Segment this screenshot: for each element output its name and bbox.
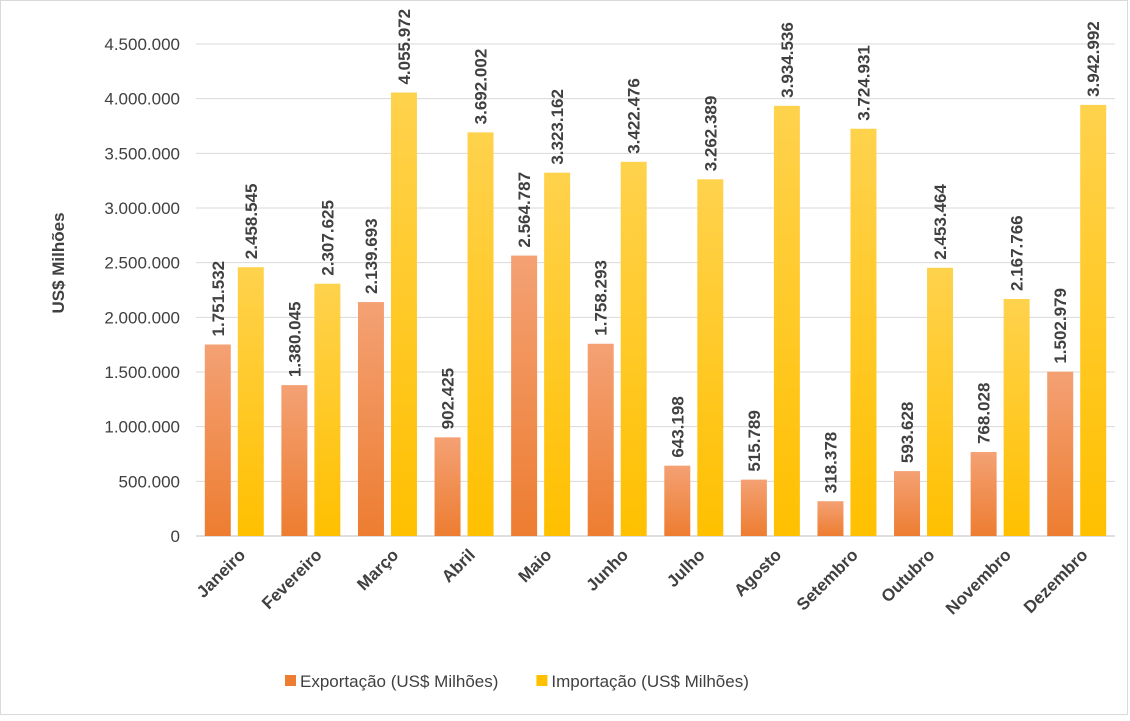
data-label: 515.789	[745, 410, 764, 471]
x-tick-label: Julho	[663, 545, 708, 590]
data-label: 3.692.002	[472, 49, 491, 125]
bar-exportacao	[357, 302, 384, 536]
x-tick-label: Janeiro	[193, 545, 249, 601]
data-label: 3.724.931	[854, 45, 873, 121]
data-label: 1.502.979	[1051, 288, 1070, 364]
bar-exportacao	[970, 452, 997, 536]
x-tick-label: Maio	[515, 545, 556, 586]
x-tick-label: Novembro	[942, 545, 1015, 618]
data-label: 1.758.293	[592, 260, 611, 336]
legend-label: Importação (US$ Milhões)	[551, 672, 748, 691]
bar-exportacao	[1047, 371, 1074, 536]
data-label: 4.055.972	[395, 9, 414, 85]
y-tick-label: 3.500.000	[104, 144, 180, 163]
bar-importacao	[697, 179, 724, 536]
data-label: 3.422.476	[625, 78, 644, 154]
data-label: 2.453.464	[931, 184, 950, 260]
bar-importacao	[1003, 298, 1030, 536]
x-tick-label: Outubro	[878, 545, 939, 606]
data-label: 3.934.536	[778, 22, 797, 98]
x-tick-label: Agosto	[730, 545, 785, 600]
y-tick-label: 3.000.000	[104, 199, 180, 218]
x-tick-label: Junho	[583, 545, 632, 594]
y-tick-label: 1.500.000	[104, 363, 180, 382]
bar-exportacao	[511, 255, 538, 536]
y-tick-label: 2.500.000	[104, 254, 180, 273]
bar-exportacao	[894, 471, 921, 536]
y-tick-label: 1.000.000	[104, 418, 180, 437]
bar-importacao	[467, 132, 494, 536]
bar-data-labels: 1.751.532 2.458.545 1.380.045 2.307.625 2.13…	[209, 9, 1103, 493]
bars	[204, 92, 1107, 537]
data-label: 318.378	[821, 432, 840, 493]
data-label: 643.198	[668, 396, 687, 457]
bar-importacao	[1080, 104, 1107, 537]
bar-exportacao	[740, 479, 767, 536]
data-label: 3.262.389	[701, 96, 720, 172]
y-tick-label: 4.500.000	[104, 35, 180, 54]
y-axis-label: US$ Milhões	[49, 212, 68, 313]
bar-importacao	[544, 172, 571, 537]
data-label: 2.307.625	[318, 200, 337, 276]
data-label: 2.167.766	[1008, 215, 1027, 291]
bar-exportacao	[664, 465, 691, 536]
bar-importacao	[773, 105, 800, 536]
bar-importacao	[314, 283, 341, 536]
y-tick-label: 2.000.000	[104, 308, 180, 327]
bar-importacao	[850, 128, 877, 536]
data-label: 2.564.787	[515, 172, 534, 248]
y-tick-labels: 0 500.000 1.000.000 1.500.000 2.000.000 2.500…	[104, 35, 180, 546]
bar-exportacao	[204, 344, 231, 536]
data-label: 2.139.693	[362, 218, 381, 294]
data-label: 3.323.162	[548, 89, 567, 165]
x-tick-label: Abril	[438, 545, 479, 586]
bar-exportacao	[817, 501, 844, 536]
data-label: 1.751.532	[209, 261, 228, 337]
data-label: 768.028	[975, 383, 994, 444]
legend-label: Exportação (US$ Milhões)	[300, 672, 498, 691]
bar-exportacao	[434, 437, 461, 536]
x-tick-label: Setembro	[793, 545, 862, 614]
bar-exportacao	[281, 385, 308, 536]
bar-importacao	[390, 92, 417, 536]
bar-importacao	[237, 267, 264, 536]
bar-importacao	[620, 161, 647, 536]
legend: Exportação (US$ Milhões) Importação (US$ …	[285, 672, 749, 691]
y-tick-label: 500.000	[119, 472, 180, 491]
gridlines	[196, 43, 1115, 537]
x-tick-label: Março	[353, 545, 402, 594]
x-tick-label: Fevereiro	[258, 545, 326, 613]
data-label: 3.942.992	[1084, 21, 1103, 97]
bar-importacao	[927, 267, 954, 536]
data-label: 1.380.045	[285, 301, 304, 377]
legend-swatch	[536, 675, 548, 686]
bar-exportacao	[587, 343, 614, 536]
y-tick-label: 4.000.000	[104, 90, 180, 109]
y-tick-label: 0	[171, 527, 180, 546]
legend-swatch	[285, 675, 296, 686]
data-label: 593.628	[898, 402, 917, 463]
x-tick-label: Dezembro	[1020, 545, 1092, 617]
x-tick-labels: Janeiro Fevereiro Março Abril Maio Junho Julho…	[193, 545, 1092, 618]
data-label: 902.425	[439, 368, 458, 429]
data-label: 2.458.545	[242, 184, 261, 260]
